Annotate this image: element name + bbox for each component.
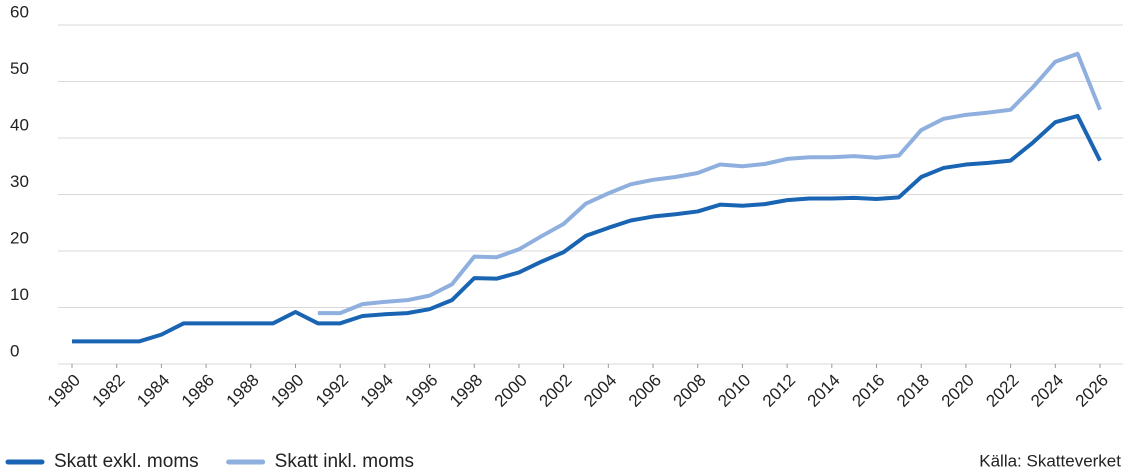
x-tick-label: 2006 [625,371,665,411]
y-tick-label: 60 [10,2,29,21]
x-tick-label: 1994 [357,371,397,411]
x-tick-label: 2012 [759,371,799,411]
x-tick-label: 2014 [804,371,844,411]
x-tick-label: 2026 [1072,371,1112,411]
x-tick-label: 1992 [312,371,352,411]
x-tick-label: 1984 [133,371,173,411]
legend-label: Skatt exkl. moms [54,451,199,472]
y-tick-label: 20 [10,228,29,247]
legend-label: Skatt inkl. moms [275,451,414,472]
x-tick-label: 1980 [44,371,84,411]
y-tick-label: 10 [10,285,29,304]
x-tick-label: 2018 [893,371,933,411]
x-tick-label: 2002 [535,371,575,411]
source-note: Källa: Skatteverket [979,451,1121,470]
x-tick-label: 1986 [178,371,218,411]
x-tick-label: 1998 [446,371,486,411]
y-tick-label: 50 [10,59,29,78]
x-tick-label: 1988 [223,371,263,411]
y-tick-label: 40 [10,115,29,134]
x-tick-label: 1990 [267,371,307,411]
x-tick-label: 2010 [714,371,754,411]
x-tick-label: 2004 [580,371,620,411]
x-tick-label: 2000 [491,371,531,411]
series-line [317,51,1102,316]
x-tick-label: 2020 [938,371,978,411]
y-tick-label: 0 [10,341,19,360]
x-tick-label: 2022 [982,371,1022,411]
x-tick-label: 2016 [848,371,888,411]
y-tick-label: 30 [10,172,29,191]
x-tick-label: 1996 [401,371,441,411]
series-line [72,113,1102,344]
x-tick-label: 2024 [1027,371,1067,411]
x-tick-label: 2008 [670,371,710,411]
x-tick-label: 1982 [89,371,129,411]
